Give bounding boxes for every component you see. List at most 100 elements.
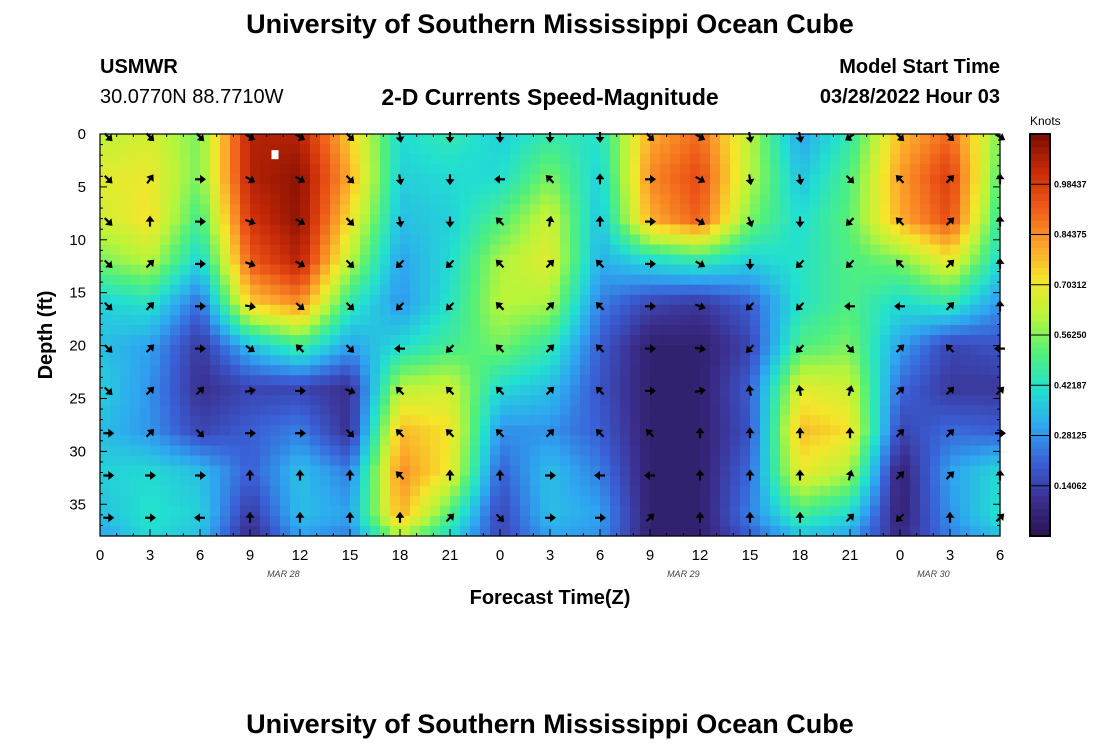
heatmap-cell [880,405,891,416]
heatmap-cell [680,425,691,437]
colorbar-segment [1030,194,1050,202]
heatmap-cell [600,355,611,366]
y-tick-label: 30 [69,443,86,460]
heatmap-cell [320,385,331,396]
heatmap-cell [250,184,261,195]
heatmap-cell [990,465,1001,477]
heatmap-cell [270,204,281,215]
heatmap-cell [750,445,761,457]
heatmap-cell [940,244,951,256]
heatmap-cell [190,425,201,437]
heatmap-cell [690,445,701,457]
heatmap-cell [520,214,531,226]
heatmap-cell [840,475,851,487]
heatmap-cell [420,485,431,497]
heatmap-cell [990,405,1001,416]
heatmap-cell [750,184,761,195]
heatmap-cell [990,435,1001,447]
heatmap-cell [370,174,381,185]
heatmap-cell [110,264,121,276]
heatmap-cell [260,294,271,306]
heatmap-cell [270,314,281,326]
heatmap-cell [180,314,191,326]
heatmap-cell [620,154,631,165]
heatmap-cell [550,365,561,376]
colorbar-tick-label: 0.56250 [1054,330,1087,340]
heatmap-cell [660,445,671,457]
current-arrow [395,259,405,269]
model-start-label: Model Start Time [839,56,1000,78]
heatmap-cell [910,154,921,165]
heatmap-cell [670,405,681,416]
heatmap-cell [800,355,811,366]
colorbar-segment [1030,529,1050,537]
heatmap-cell [510,154,521,165]
heatmap-cell [660,244,671,256]
heatmap-cell [360,234,371,246]
heatmap-cell [860,525,871,537]
heatmap-cell [670,174,681,185]
heatmap-cell [380,324,391,336]
heatmap-cell [200,244,211,256]
heatmap-cell [210,415,221,427]
heatmap-cell [490,214,501,226]
heatmap-cell [160,254,171,266]
heatmap-cell [590,174,601,185]
heatmap-cell [180,264,191,276]
heatmap-cell [290,515,301,527]
heatmap-cell [880,485,891,497]
current-arrow [795,384,805,397]
heatmap-cell [640,164,651,175]
current-arrow [195,344,206,354]
heatmap-cell [250,214,261,226]
heatmap-cell [890,264,901,276]
heatmap-cell [120,154,131,165]
heatmap-cell [510,495,521,507]
heatmap-cell [600,204,611,215]
heatmap-cell [970,294,981,306]
heatmap-cell [890,214,901,226]
heatmap-cell [820,204,831,215]
heatmap-cell [990,525,1001,537]
heatmap-cell [610,365,621,376]
heatmap-cell [560,254,571,266]
heatmap-cell [220,425,231,437]
heatmap-cell [110,274,121,286]
heatmap-cell [550,154,561,165]
heatmap-cell [270,234,281,246]
heatmap-cell [970,425,981,437]
heatmap-cell [500,485,511,497]
heatmap-cell [970,365,981,376]
heatmap-cell [430,475,441,487]
heatmap-cell [150,264,161,276]
heatmap-cell [470,134,481,145]
heatmap-cell [150,234,161,246]
heatmap-cell [300,254,311,266]
current-arrow [645,174,656,184]
heatmap-cell [290,335,301,346]
heatmap-cell [960,234,971,246]
heatmap-cell [410,134,421,145]
heatmap-cell [680,134,691,145]
heatmap-cell [460,164,471,175]
heatmap-cell [880,415,891,427]
heatmap-cell [590,284,601,296]
heatmap-cell [610,314,621,326]
heatmap-cell [590,425,601,437]
heatmap-cell [670,244,681,256]
heatmap-cell [550,405,561,416]
heatmap-cell [710,355,721,366]
heatmap-cell [870,485,881,497]
heatmap-cell [720,445,731,457]
heatmap-cell [630,425,641,437]
current-arrow [745,216,755,228]
heatmap-cell [170,264,181,276]
heatmap-cell [620,304,631,316]
heatmap-cell [510,465,521,477]
heatmap-cell [290,214,301,226]
heatmap-cell [820,274,831,286]
heatmap-cell [830,385,841,396]
heatmap-cell [960,335,971,346]
heatmap-cell [640,425,651,437]
colorbar-segment [1030,341,1050,349]
